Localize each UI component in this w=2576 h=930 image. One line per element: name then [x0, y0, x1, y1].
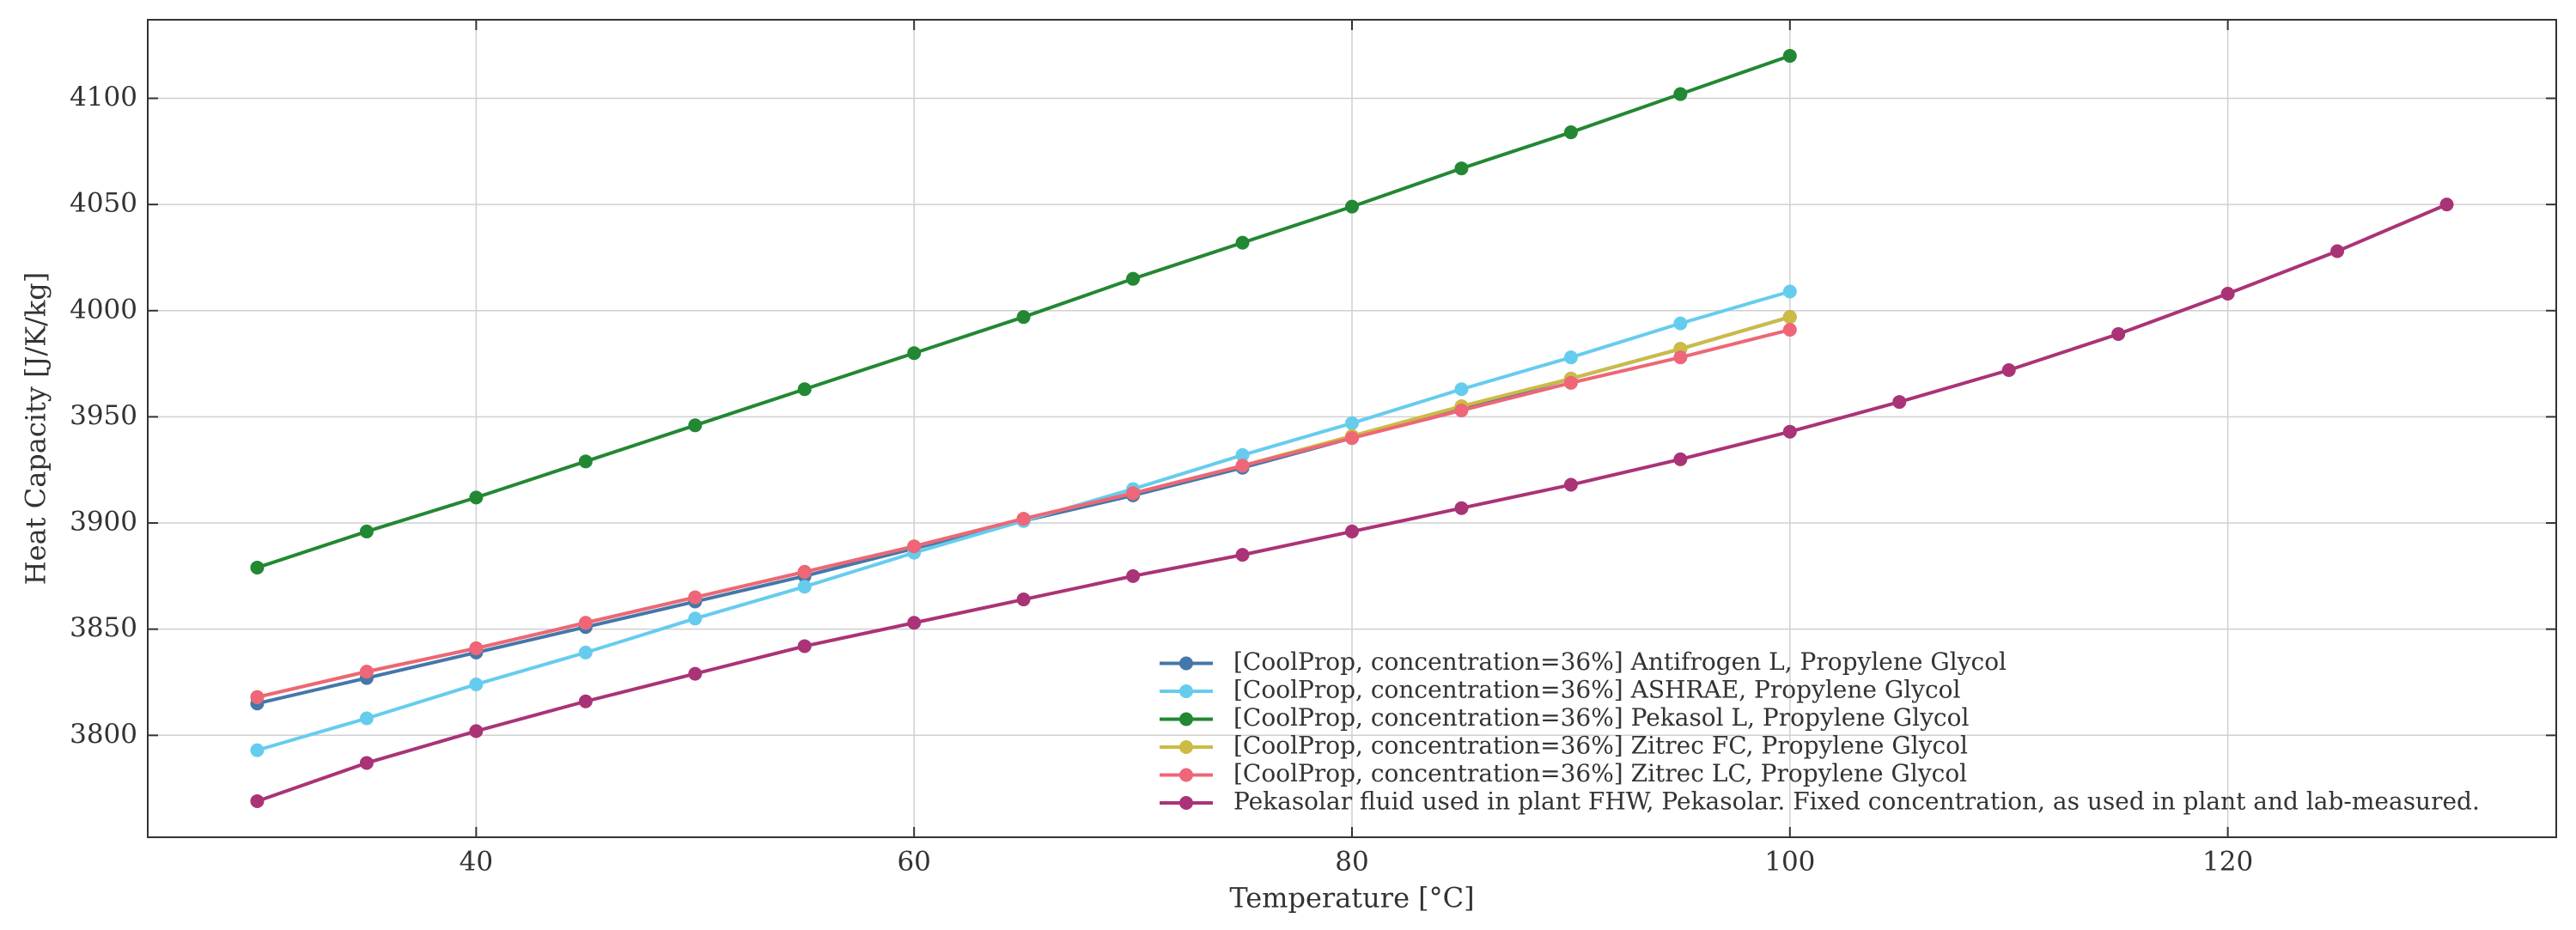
- data-point: [1016, 512, 1031, 526]
- y-tick-label: 4100: [70, 82, 137, 112]
- data-point: [1782, 284, 1797, 299]
- data-point: [1235, 235, 1250, 250]
- legend-marker: [1179, 768, 1193, 782]
- data-point: [1454, 501, 1469, 515]
- data-point: [907, 346, 922, 361]
- data-point: [359, 665, 374, 679]
- legend-label: [CoolProp, concentration=36%] Zitrec FC,…: [1233, 732, 1968, 760]
- data-point: [1126, 271, 1141, 286]
- legend-marker: [1179, 684, 1193, 698]
- data-point: [1782, 323, 1797, 337]
- legend-marker: [1179, 712, 1193, 726]
- x-axis-label: Temperature [°C]: [1229, 882, 1474, 915]
- data-point: [1454, 382, 1469, 397]
- x-tick-label: 100: [1764, 847, 1815, 878]
- data-point: [1345, 199, 1359, 214]
- data-point: [469, 724, 484, 739]
- data-point: [1673, 350, 1688, 365]
- data-point: [359, 711, 374, 726]
- data-point: [688, 590, 703, 605]
- x-tick-label: 60: [897, 847, 930, 878]
- data-point: [2220, 286, 2235, 301]
- data-point: [1563, 350, 1578, 365]
- x-tick-label: 80: [1335, 847, 1368, 878]
- data-point: [469, 490, 484, 505]
- data-point: [250, 690, 265, 704]
- data-point: [250, 560, 265, 574]
- data-point: [359, 524, 374, 538]
- data-point: [1782, 49, 1797, 64]
- data-point: [2439, 198, 2454, 212]
- data-point: [797, 580, 812, 594]
- y-tick-label: 3800: [70, 719, 137, 750]
- data-point: [1345, 416, 1359, 430]
- y-tick-label: 4050: [70, 188, 137, 219]
- data-point: [1345, 431, 1359, 446]
- data-point: [578, 616, 593, 630]
- y-tick-label: 3900: [70, 507, 137, 538]
- legend-label: [CoolProp, concentration=36%] Antifrogen…: [1233, 647, 2007, 676]
- legend-marker: [1179, 740, 1193, 754]
- series-line: [257, 315, 1791, 699]
- data-point: [1126, 486, 1141, 501]
- data-point: [907, 616, 922, 630]
- y-tick-label: 3850: [70, 612, 137, 643]
- data-point: [1782, 310, 1797, 325]
- data-point: [1345, 524, 1359, 538]
- data-point: [1782, 424, 1797, 439]
- legend-label: Pekasolar fluid used in plant FHW, Pekas…: [1233, 787, 2480, 816]
- data-point: [250, 743, 265, 757]
- data-point: [907, 539, 922, 554]
- data-point: [688, 418, 703, 433]
- x-tick-label: 40: [460, 847, 493, 878]
- data-point: [469, 641, 484, 655]
- data-point: [1673, 87, 1688, 101]
- data-point: [1235, 447, 1250, 462]
- data-point: [250, 793, 265, 808]
- y-axis-label: Heat Capacity [J/K/kg]: [20, 272, 52, 585]
- data-point: [1016, 310, 1031, 325]
- data-point: [359, 756, 374, 770]
- data-point: [688, 611, 703, 626]
- data-point: [797, 382, 812, 397]
- data-point: [1563, 477, 1578, 492]
- legend-label: [CoolProp, concentration=36%] Zitrec LC,…: [1233, 759, 1967, 787]
- legend-marker: [1179, 656, 1193, 671]
- legend-label: [CoolProp, concentration=36%] Pekasol L,…: [1233, 703, 1969, 732]
- y-tick-label: 4000: [70, 294, 137, 325]
- data-point: [2111, 326, 2126, 341]
- data-point: [1563, 125, 1578, 140]
- y-tick-label: 3950: [70, 400, 137, 431]
- data-point: [1016, 593, 1031, 607]
- data-point: [797, 639, 812, 653]
- data-point: [688, 666, 703, 681]
- data-point: [578, 645, 593, 660]
- data-point: [1892, 395, 1907, 410]
- data-point: [1563, 375, 1578, 390]
- data-point: [578, 454, 593, 469]
- data-point: [1454, 403, 1469, 417]
- data-point: [1454, 161, 1469, 176]
- data-point: [578, 694, 593, 708]
- data-point: [797, 564, 812, 579]
- data-point: [2330, 244, 2345, 258]
- data-point: [469, 677, 484, 691]
- data-point: [1673, 316, 1688, 331]
- x-tick-label: 120: [2202, 847, 2253, 878]
- data-point: [1126, 568, 1141, 583]
- data-point: [2001, 363, 2016, 377]
- data-point: [1235, 459, 1250, 473]
- legend-marker: [1179, 796, 1193, 810]
- data-point: [1235, 548, 1250, 562]
- data-point: [1673, 452, 1688, 466]
- plot-frame: [147, 19, 2557, 838]
- legend-label: [CoolProp, concentration=36%] ASHRAE, Pr…: [1233, 676, 1961, 704]
